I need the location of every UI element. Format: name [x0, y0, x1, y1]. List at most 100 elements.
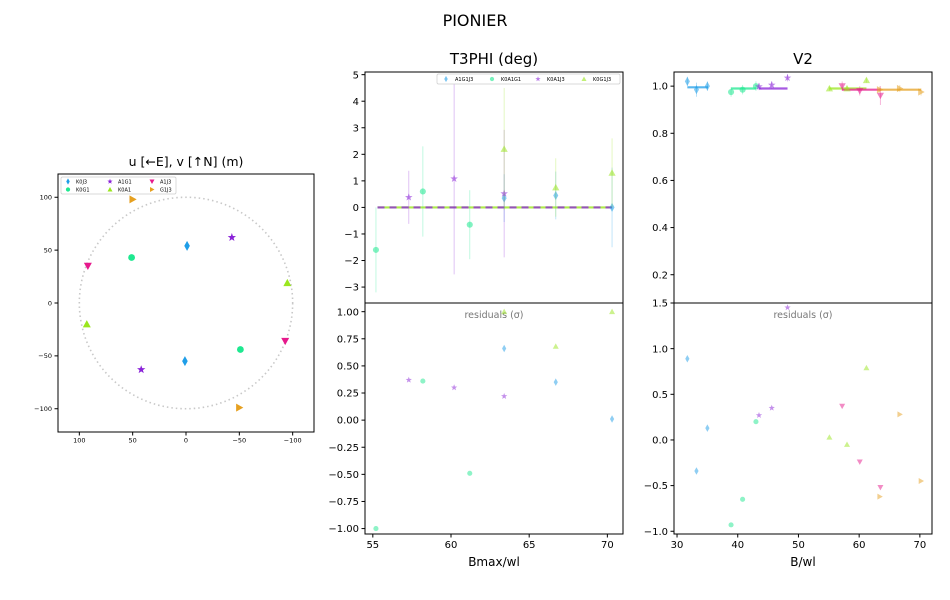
- t3phi-point-a1g1j3: [553, 190, 559, 200]
- v2-residual-a1j3: [877, 485, 884, 491]
- v2-residual-g1j3: [897, 411, 903, 418]
- y-tick-label: 0: [353, 203, 359, 214]
- y-tick-label: 1.5: [652, 299, 668, 310]
- uv-legend-marker: [66, 178, 70, 185]
- uv-plane-frame: [57, 173, 315, 433]
- uv-legend-label: K0G1: [76, 188, 90, 194]
- x-tick-label: 50: [792, 540, 805, 551]
- t3phi-residuals-panel-frame: [364, 302, 624, 535]
- t3phi-legend-label: K0A1J3: [547, 77, 565, 83]
- t3phi-legend-marker: [489, 76, 495, 82]
- v2-point-k0a1: [825, 84, 834, 92]
- y-tick-label: −3: [344, 283, 359, 294]
- v2-point-a1j3: [876, 92, 884, 100]
- uv-reference-circle: [78, 196, 294, 410]
- t3phi-point-k0a1g1: [372, 246, 380, 253]
- y-tick-label: 100: [40, 194, 52, 202]
- t3phi-residuals-panel-annotation: residuals (σ): [464, 310, 523, 321]
- uv-point-a1g1: [227, 233, 237, 241]
- uv-legend-marker: [107, 187, 113, 192]
- v2-residual-k0a1: [844, 441, 851, 447]
- t3phi-legend-label: K0A1G1: [501, 77, 521, 83]
- v2-residual-g1j3: [877, 493, 883, 500]
- y-tick-label: −0.50: [328, 470, 359, 481]
- x-tick-label: 55: [366, 540, 379, 551]
- y-tick-label: 50: [44, 246, 52, 254]
- uv-legend-label: G1J3: [160, 188, 172, 194]
- y-tick-label: −0.75: [328, 497, 359, 508]
- y-tick-label: 0.0: [652, 436, 668, 447]
- y-tick-label: 0.2: [652, 270, 668, 281]
- t3phi-residual-k0a1g1: [373, 526, 379, 532]
- t3phi-point-k0g1j3: [552, 183, 560, 191]
- v2-point-k0j3: [693, 85, 699, 95]
- y-tick-label: 0.8: [652, 129, 668, 140]
- x-tick-label: 70: [601, 540, 614, 551]
- uv-point-a1j3: [83, 262, 92, 270]
- t3phi-point-k0a1j3: [405, 193, 413, 201]
- uv-legend-marker: [150, 187, 155, 192]
- x-tick-label: 30: [671, 540, 684, 551]
- uv-legend-label: A1G1: [118, 180, 132, 186]
- v2-residual-a1g1: [784, 304, 791, 311]
- v2-point-g1j3: [896, 84, 904, 93]
- uv-point-k0g1: [128, 254, 136, 261]
- y-tick-label: −1: [344, 230, 359, 241]
- t3phi-point-k0a1j3: [450, 174, 458, 182]
- uv-legend-marker: [149, 179, 155, 184]
- v2-residual-k0a1: [863, 364, 870, 371]
- y-tick-label: −1.00: [328, 524, 359, 535]
- t3phi-legend-label: K0G1J3: [593, 77, 611, 83]
- y-tick-label: 0.6: [652, 176, 668, 187]
- v2-residuals-panel-annotation: residuals (σ): [773, 310, 832, 321]
- y-tick-label: 0.4: [652, 223, 668, 234]
- x-tick-label: −50: [232, 437, 246, 445]
- t3phi-residual-k0a1g1: [420, 378, 426, 384]
- t3phi-point-k0a1g1: [466, 221, 473, 228]
- v2-point-a1g1: [755, 82, 763, 90]
- v2-panel-frame: [673, 71, 933, 304]
- x-tick-label: 70: [913, 540, 926, 551]
- y-tick-label: 2: [353, 150, 359, 161]
- v2-point-a1j3: [856, 87, 864, 95]
- v2-point-k0a1: [862, 76, 871, 84]
- y-tick-label: 0.00: [337, 416, 359, 427]
- v2-point-k0g1: [739, 86, 746, 93]
- uv-legend-label: A1J3: [160, 180, 171, 186]
- y-tick-label: 1.0: [652, 82, 668, 93]
- y-tick-label: −2: [344, 256, 359, 267]
- v2-point-g1j3: [876, 86, 884, 94]
- x-tick-label: 50: [129, 437, 137, 445]
- t3phi-residual-k0a1j3: [405, 376, 412, 383]
- uv-legend-label: K0J3: [76, 180, 87, 186]
- t3phi-legend-marker: [535, 76, 541, 82]
- uv-legend: K0J3 K0G1 A1G1 K0A1 A1J3 G1J3: [60, 176, 177, 195]
- y-tick-label: 0.50: [337, 362, 359, 373]
- t3phi-panel-title: T3PHI (deg): [449, 50, 538, 68]
- v2-panel-title: V2: [793, 50, 813, 68]
- uv-point-k0j3: [184, 240, 190, 251]
- x-tick-label: 60: [445, 540, 458, 551]
- uv-point-a1g1: [137, 365, 146, 374]
- v2-residual-k0g1: [753, 419, 759, 425]
- v2-residual-a1j3: [839, 403, 846, 410]
- y-tick-label: 0: [48, 299, 52, 307]
- x-tick-label: 100: [73, 437, 85, 445]
- x-tick-label: 40: [731, 540, 744, 551]
- y-tick-label: −1.0: [644, 527, 668, 538]
- t3phi-residuals-panel-xlabel: Bmax/wl: [468, 555, 520, 569]
- t3phi-legend-label: A1G1J3: [455, 77, 473, 83]
- t3phi-residual-a1g1j3: [502, 344, 507, 353]
- x-tick-label: −100: [284, 437, 302, 445]
- v2-point-k0g1: [728, 88, 735, 96]
- uv-point-a1j3: [281, 337, 290, 346]
- t3phi-point-a1g1j3: [609, 202, 615, 212]
- t3phi-residual-a1g1j3: [609, 415, 615, 423]
- v2-residuals-panel-xlabel: B/wl: [790, 555, 815, 569]
- y-tick-label: 0.75: [337, 334, 359, 345]
- t3phi-residual-k0a1j3: [450, 384, 458, 391]
- v2-residual-a1g1: [755, 412, 763, 418]
- y-tick-label: −0.25: [328, 443, 359, 454]
- t3phi-panel-frame: [364, 71, 624, 304]
- uv-plane-title: u [←E], v [↑N] (m): [129, 154, 244, 169]
